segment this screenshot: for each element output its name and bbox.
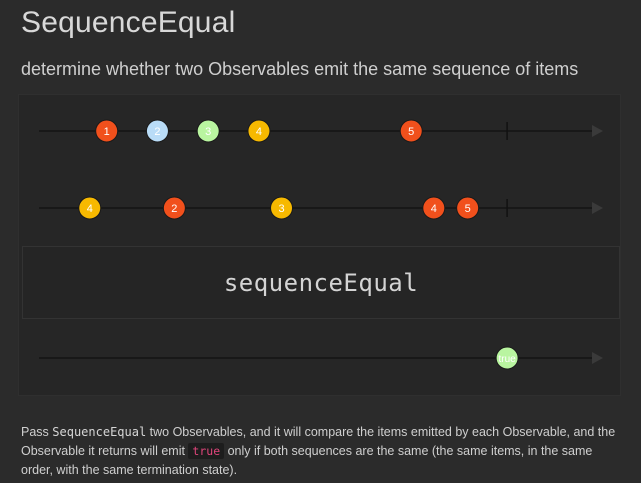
marble-label: true	[499, 354, 517, 365]
marble: 2	[162, 196, 186, 220]
timeline-arrow-icon	[592, 352, 603, 364]
marble-circle	[247, 119, 271, 143]
marble-circle	[495, 346, 519, 370]
description-text-3: only if both sequences are the same (the…	[21, 444, 593, 477]
operator-box: sequenceEqual	[22, 246, 620, 319]
marble-label: 3	[205, 126, 211, 138]
marble: true	[495, 346, 519, 370]
operator-label: sequenceEqual	[223, 268, 419, 297]
marble: 5	[456, 196, 480, 220]
description-code-true: true	[188, 443, 225, 459]
marble: 4	[78, 196, 102, 220]
marble-circle	[145, 119, 169, 143]
marble-diagram	[18, 94, 621, 396]
marble-circle	[456, 196, 480, 220]
marble: 4	[422, 196, 446, 220]
marble: 2	[145, 119, 169, 143]
marble-label: 4	[87, 203, 93, 215]
marble-label: 5	[465, 203, 471, 215]
marble: 1	[95, 119, 119, 143]
description: Pass SequenceEqual two Observables, and …	[21, 423, 621, 480]
marble: 4	[247, 119, 271, 143]
marble-circle	[78, 196, 102, 220]
marble-circle	[95, 119, 119, 143]
marble-circle	[196, 119, 220, 143]
description-text-1: Pass	[21, 425, 53, 439]
marble-label: 4	[256, 126, 262, 138]
source-timeline-1: 1 2 3 4 5	[39, 119, 603, 143]
output-timeline: true	[39, 346, 603, 370]
marble-label: 1	[104, 126, 110, 138]
marble-label: 4	[431, 203, 437, 215]
page-subtitle: determine whether two Observables emit t…	[21, 59, 579, 79]
marble-circle	[422, 196, 446, 220]
marble-label: 2	[171, 203, 177, 215]
timeline-arrow-icon	[592, 202, 603, 214]
marble-circle	[399, 119, 423, 143]
marble: 3	[270, 196, 294, 220]
marble-label: 3	[278, 203, 284, 215]
source-timeline-2: 4 2 3 4 5	[39, 196, 603, 220]
description-text-2: two Observables, and it will compare the…	[21, 425, 616, 458]
marble-label: 5	[408, 126, 414, 138]
marble-circle	[270, 196, 294, 220]
timeline-arrow-icon	[592, 125, 603, 137]
marble-label: 2	[154, 126, 160, 138]
marble-circle	[162, 196, 186, 220]
marble: 3	[196, 119, 220, 143]
page-title: SequenceEqual	[21, 6, 236, 39]
description-code-sequenceequal: SequenceEqual	[52, 425, 147, 439]
marble: 5	[399, 119, 423, 143]
